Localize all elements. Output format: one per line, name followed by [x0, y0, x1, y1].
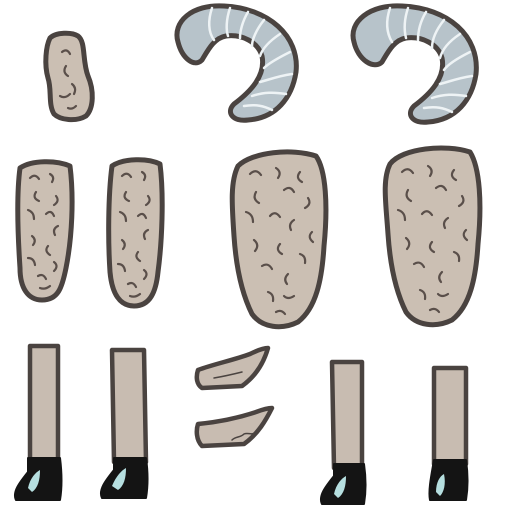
horn-left-sprite	[168, 2, 304, 124]
ear-bottom-sprite	[194, 404, 276, 452]
upper-leg-wool-right-sprite	[104, 156, 166, 310]
small-wool-tuft-sprite	[42, 30, 96, 123]
body-wool-left-sprite	[228, 146, 330, 332]
lower-leg-2-sprite	[96, 346, 154, 502]
horn-right-sprite	[344, 2, 484, 126]
lower-leg-4-sprite	[424, 364, 476, 506]
ear-top-sprite	[194, 344, 272, 394]
upper-leg-wool-left-sprite	[14, 158, 76, 304]
lower-leg-1-sprite	[10, 342, 66, 504]
body-wool-right-sprite	[380, 142, 484, 330]
lower-leg-3-sprite	[316, 358, 370, 508]
